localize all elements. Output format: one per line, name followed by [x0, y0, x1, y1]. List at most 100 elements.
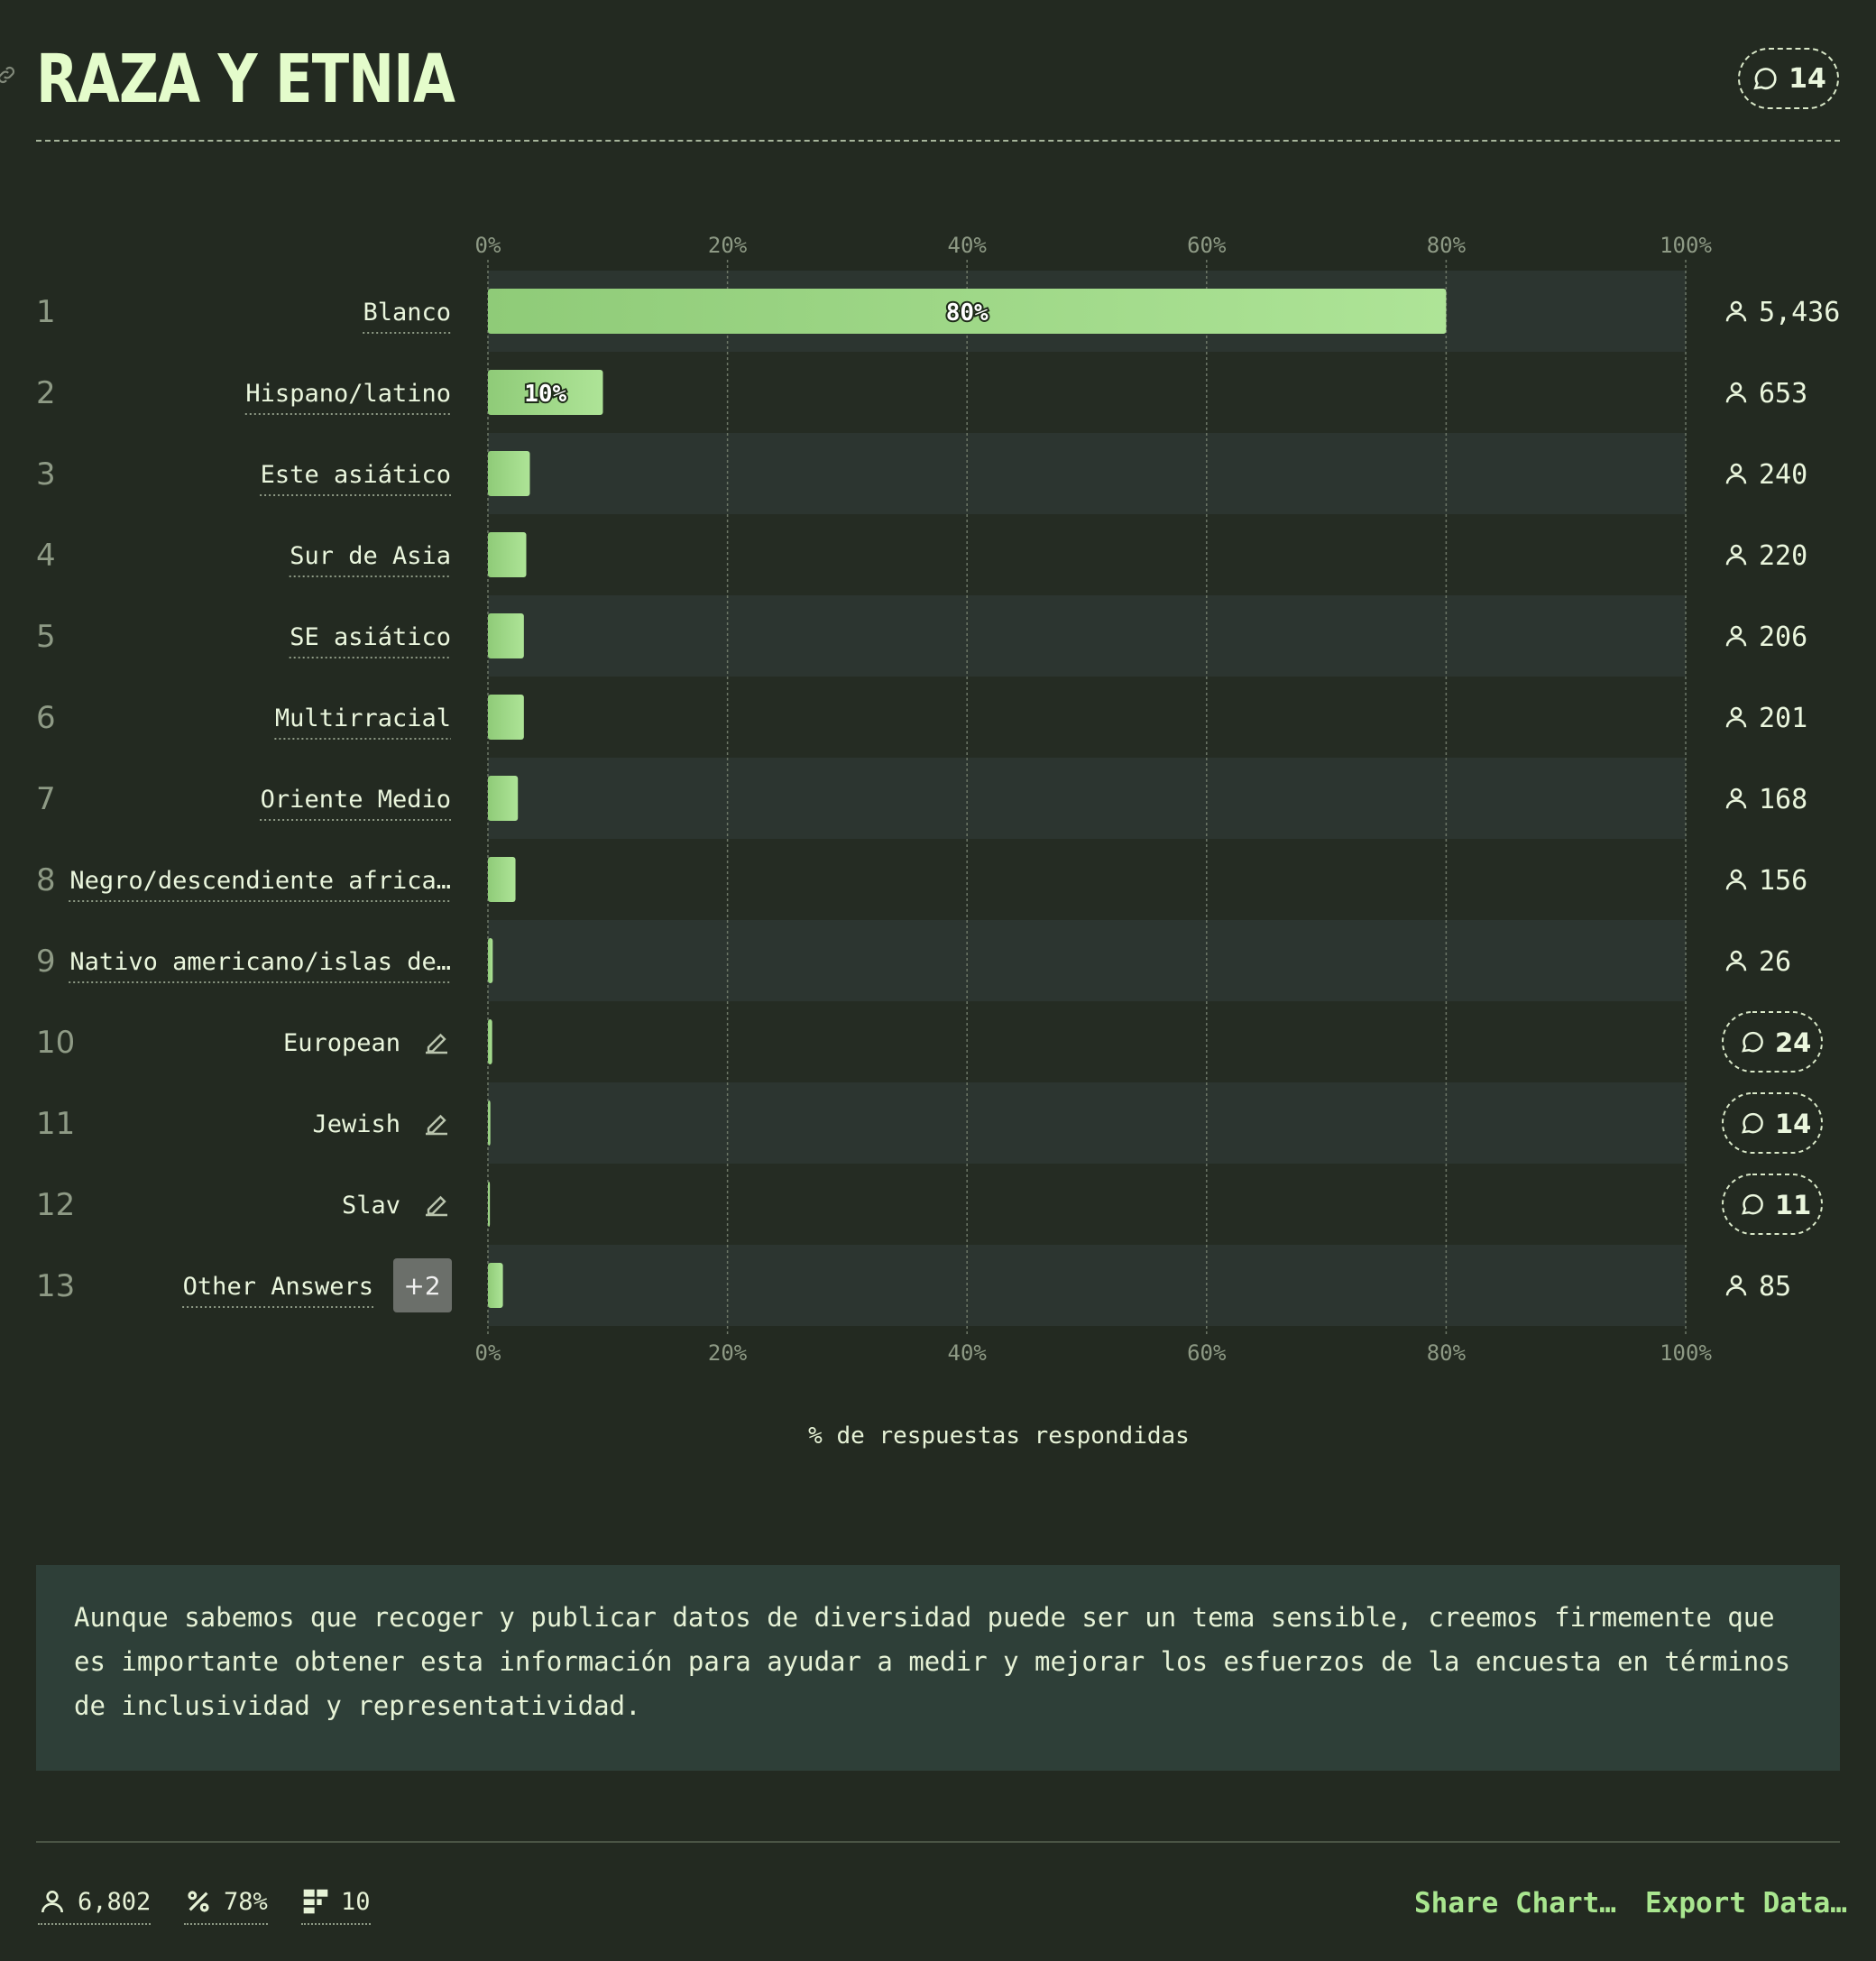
options-count: 10	[341, 1887, 371, 1916]
link-icon[interactable]	[0, 63, 18, 87]
bar[interactable]	[488, 532, 527, 577]
row-stripe	[488, 839, 1686, 920]
bar[interactable]	[488, 695, 524, 740]
percent-stat[interactable]: 78%	[184, 1883, 268, 1925]
x-tick-label: 40%	[948, 233, 988, 258]
row-comments-count: 14	[1775, 1109, 1811, 1139]
row-rank: 6	[36, 700, 56, 736]
row-label[interactable]: Negro/descendiente africa…	[69, 867, 451, 895]
x-tick-label: 80%	[1427, 233, 1467, 258]
percent-icon	[188, 1891, 209, 1912]
row-rank: 10	[36, 1025, 75, 1061]
options-stat[interactable]: 10	[301, 1883, 371, 1925]
row-count: 220	[1759, 540, 1807, 572]
person-icon	[1725, 950, 1747, 971]
row-rank: 7	[36, 781, 56, 817]
header-comments-button[interactable]: 14	[1738, 48, 1839, 109]
person-icon	[1725, 382, 1747, 403]
row-label[interactable]: Jewish	[312, 1110, 400, 1138]
row-label[interactable]: Blanco	[363, 299, 451, 327]
respondents-stat[interactable]: 6,802	[38, 1883, 152, 1925]
x-tick-label: 0%	[475, 233, 501, 258]
person-icon	[1725, 463, 1747, 484]
bar-chart: 0% 0% 20% 20% 40% 40% 60% 60% 80% 80% 100% 100% 1 Bla…	[36, 233, 1840, 1366]
row-label[interactable]: Other Answers	[183, 1273, 373, 1301]
row-comments-count: 24	[1775, 1027, 1811, 1058]
info-note: Aunque sabemos que recoger y publicar da…	[36, 1565, 1840, 1771]
row-rank: 13	[36, 1268, 75, 1304]
bar[interactable]	[488, 451, 530, 496]
row-count: 156	[1759, 865, 1807, 897]
row-label[interactable]: Hispano/latino	[245, 380, 451, 408]
row-count: 26	[1759, 946, 1791, 978]
comment-icon	[1742, 1193, 1763, 1215]
x-tick-label: 60%	[1187, 233, 1227, 258]
edit-pencil-icon[interactable]	[426, 1114, 447, 1136]
respondents-count: 6,802	[78, 1887, 152, 1916]
bar-value-label: 80%	[946, 299, 989, 327]
row-label[interactable]: Nativo americano/islas de…	[69, 948, 451, 976]
row-label[interactable]: Oriente Medio	[261, 786, 451, 814]
row-label[interactable]: Sur de Asia	[290, 542, 451, 570]
row-stripe	[488, 1001, 1686, 1082]
bar[interactable]	[488, 857, 516, 902]
row-comments-button[interactable]	[1722, 1092, 1823, 1154]
person-icon	[1725, 787, 1747, 809]
x-tick-label: 100%	[1660, 1340, 1712, 1366]
bar[interactable]	[488, 776, 519, 821]
page-title: RAZA Y ETNIA	[36, 41, 455, 118]
x-axis-label: % de respuestas respondidas	[808, 1422, 1190, 1450]
percent-value: 78%	[224, 1887, 268, 1916]
row-rank: 8	[36, 862, 56, 898]
row-count: 85	[1759, 1271, 1791, 1303]
row-label[interactable]: European	[283, 1029, 400, 1057]
x-tick-label: 20%	[708, 233, 748, 258]
bar[interactable]	[488, 370, 603, 415]
person-icon	[1725, 625, 1747, 647]
row-rank: 11	[36, 1106, 75, 1142]
comment-icon	[1742, 1112, 1763, 1134]
bar[interactable]	[488, 1019, 492, 1064]
row-rank: 12	[36, 1187, 75, 1223]
row-stripe	[488, 514, 1686, 595]
person-icon	[1725, 1275, 1747, 1296]
row-count: 206	[1759, 621, 1807, 653]
row-comments-button[interactable]	[1722, 1011, 1823, 1073]
row-count: 5,436	[1759, 297, 1840, 328]
row-label[interactable]: SE asiático	[290, 623, 451, 651]
row-stripe	[488, 1164, 1686, 1245]
row-label[interactable]: Este asiático	[261, 461, 451, 489]
bar[interactable]	[488, 1182, 491, 1227]
options-grid-icon	[303, 1889, 328, 1914]
row-count: 240	[1759, 459, 1807, 491]
bar[interactable]	[488, 1100, 491, 1146]
row-count: 168	[1759, 784, 1807, 815]
header-comments-count: 14	[1789, 62, 1826, 95]
row-stripe	[488, 1245, 1686, 1326]
row-rank: 4	[36, 538, 56, 574]
header-divider	[36, 140, 1840, 142]
share-chart-button[interactable]: Share Chart…	[1414, 1887, 1616, 1920]
bar[interactable]	[488, 938, 493, 983]
bar-value-label: 10%	[524, 381, 566, 408]
bar[interactable]	[488, 613, 524, 658]
x-tick-label: 80%	[1427, 1340, 1467, 1366]
row-comments-button[interactable]	[1722, 1174, 1823, 1235]
row-rank: 5	[36, 619, 56, 655]
bar[interactable]	[488, 1263, 503, 1308]
row-count: 653	[1759, 378, 1807, 410]
edit-pencil-icon[interactable]	[426, 1195, 447, 1217]
bar[interactable]	[488, 289, 1447, 334]
edit-pencil-icon[interactable]	[426, 1033, 447, 1054]
other-answers-badge[interactable]	[393, 1258, 452, 1312]
x-tick-label: 0%	[475, 1340, 501, 1366]
export-data-button[interactable]: Export Data…	[1645, 1887, 1847, 1920]
row-stripe	[488, 595, 1686, 677]
person-icon	[41, 1891, 63, 1913]
person-icon	[1725, 300, 1747, 322]
row-label[interactable]: Multirracial	[275, 704, 451, 732]
x-tick-label: 40%	[948, 1340, 988, 1366]
row-stripe	[488, 433, 1686, 514]
row-count: 201	[1759, 703, 1807, 734]
row-label[interactable]: Slav	[342, 1192, 400, 1220]
